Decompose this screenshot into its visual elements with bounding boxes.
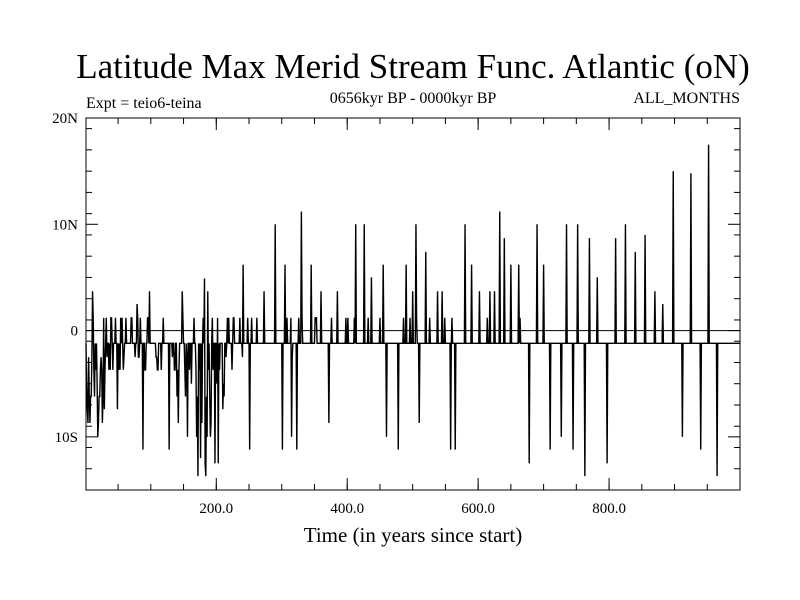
y-axis: 20N 10N 0 10S (52, 111, 740, 446)
subtitle-left: Expt = teio6-teina (86, 95, 202, 112)
x-axis: 200.0 400.0 600.0 800.0 (199, 118, 626, 517)
x-tick-label-1: 400.0 (330, 501, 364, 517)
chart-title: Latitude Max Merid Stream Func. Atlantic… (76, 47, 750, 86)
subtitle-center: 0656kyr BP - 0000kyr BP (330, 90, 497, 107)
x-tick-label-2: 600.0 (461, 501, 495, 517)
minor-ticks (86, 118, 740, 491)
x-axis-label: Time (in years since start) (304, 523, 523, 547)
y-tick-label-0: 20N (52, 111, 78, 127)
x-tick-label-0: 200.0 (199, 501, 233, 517)
y-tick-label-2: 0 (71, 324, 79, 340)
subtitle-right: ALL_MONTHS (633, 90, 740, 107)
y-tick-label-1: 10N (52, 217, 78, 233)
y-tick-label-3: 10S (55, 430, 78, 446)
x-tick-label-3: 800.0 (592, 501, 626, 517)
series-line (85, 144, 740, 477)
